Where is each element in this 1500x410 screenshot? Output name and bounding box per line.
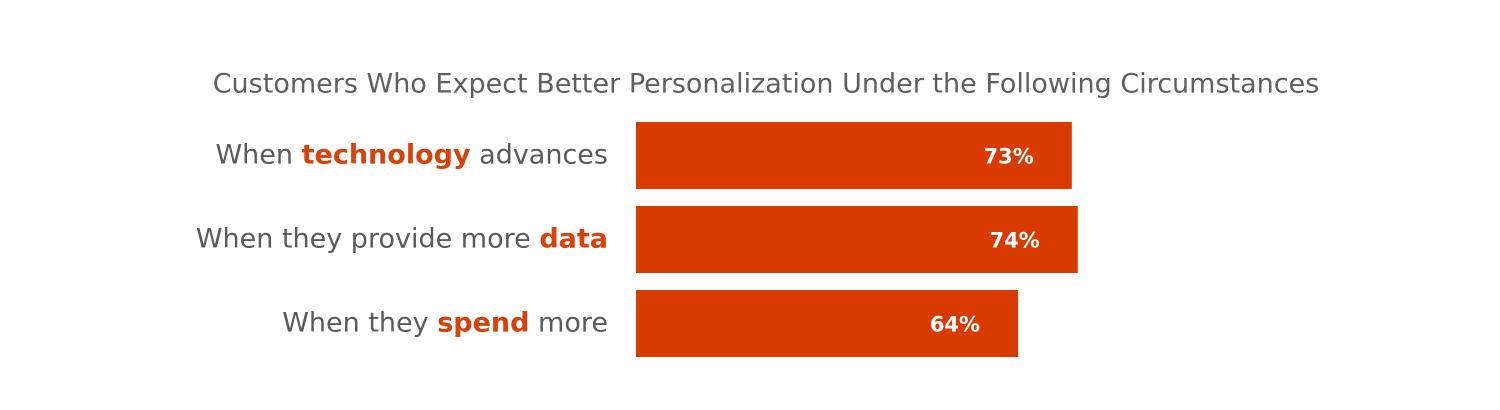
value-label: 74% — [990, 229, 1040, 253]
chart-title: Customers Who Expect Better Personalizat… — [213, 69, 1320, 100]
bar — [636, 206, 1078, 273]
value-label: 64% — [930, 313, 980, 337]
bar — [636, 122, 1072, 189]
category-label: When they spend more — [282, 307, 608, 338]
label-part: When they provide more — [196, 223, 540, 254]
highlight-word: data — [539, 223, 608, 254]
label-part: advances — [471, 139, 608, 170]
category-label: When they provide more data — [196, 223, 608, 254]
category-label: When technology advances — [215, 139, 608, 170]
label-part: When they — [282, 307, 437, 338]
value-label: 73% — [984, 145, 1034, 169]
highlight-word: spend — [437, 307, 529, 338]
label-part: more — [529, 307, 608, 338]
highlight-word: technology — [302, 139, 471, 170]
bar — [636, 290, 1019, 357]
label-part: When — [215, 139, 301, 170]
